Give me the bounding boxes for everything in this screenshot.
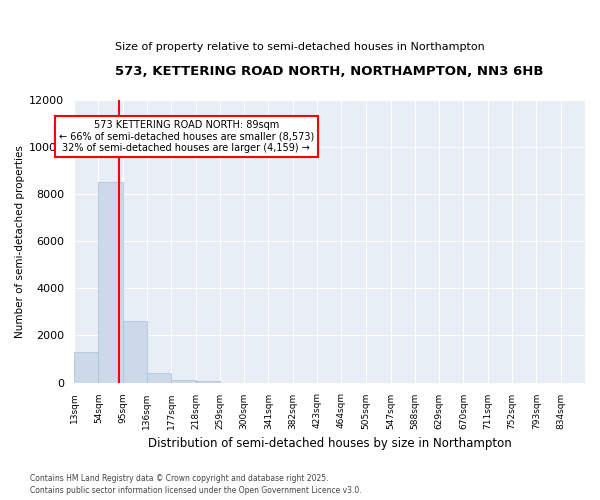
Bar: [122, 322, 147, 382]
Text: Size of property relative to semi-detached houses in Northampton: Size of property relative to semi-detach…: [115, 42, 485, 52]
Text: Contains HM Land Registry data © Crown copyright and database right 2025.
Contai: Contains HM Land Registry data © Crown c…: [30, 474, 362, 495]
Y-axis label: Number of semi-detached properties: Number of semi-detached properties: [15, 145, 25, 338]
Bar: [171, 380, 196, 382]
Bar: [147, 373, 171, 382]
Bar: [98, 182, 122, 382]
Title: 573, KETTERING ROAD NORTH, NORTHAMPTON, NN3 6HB: 573, KETTERING ROAD NORTH, NORTHAMPTON, …: [115, 65, 544, 78]
Bar: [74, 352, 98, 382]
Text: 573 KETTERING ROAD NORTH: 89sqm
← 66% of semi-detached houses are smaller (8,573: 573 KETTERING ROAD NORTH: 89sqm ← 66% of…: [59, 120, 314, 153]
X-axis label: Distribution of semi-detached houses by size in Northampton: Distribution of semi-detached houses by …: [148, 437, 511, 450]
